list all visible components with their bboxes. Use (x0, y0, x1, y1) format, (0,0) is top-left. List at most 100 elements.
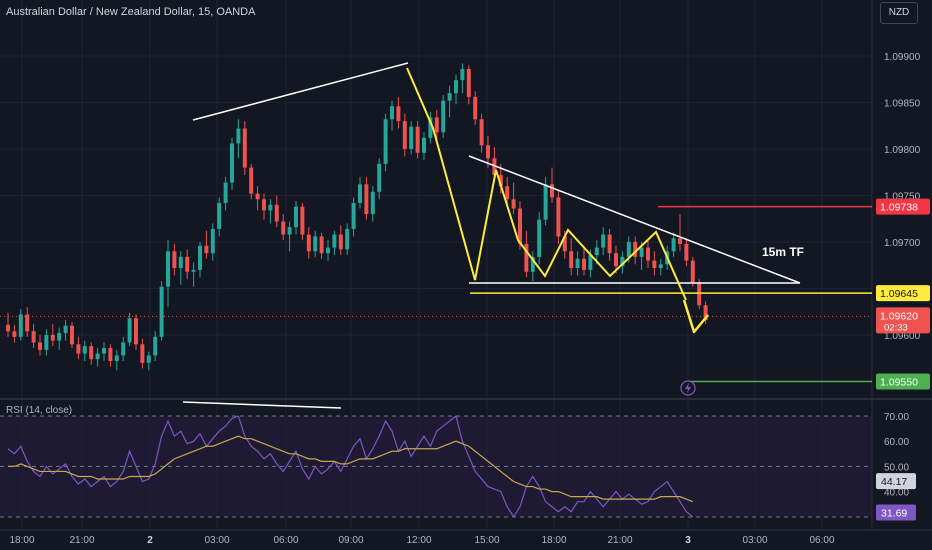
candle-up (358, 184, 362, 203)
candle-up (454, 80, 458, 94)
candle-up (114, 355, 119, 362)
candle-up (146, 355, 151, 363)
candle-up (230, 143, 234, 183)
candle-down (140, 344, 145, 363)
candle-down (249, 167, 254, 194)
zigzag-path (406, 67, 687, 301)
candle-down (12, 331, 17, 337)
candle-up (102, 348, 106, 354)
green-level-tag: 1.09550 (880, 377, 918, 389)
candle-up (332, 234, 337, 248)
candle-down (646, 247, 650, 261)
candle-down (274, 204, 279, 222)
rsi-tick-label: 60.00 (884, 437, 909, 448)
candle-up (236, 128, 241, 144)
candle-down (690, 260, 695, 283)
candle-up (383, 119, 388, 164)
candle-down (633, 242, 638, 257)
candle-up (537, 219, 542, 257)
candle-up (658, 264, 663, 269)
candle-up (594, 247, 599, 256)
candle-up (217, 202, 222, 229)
candle-up (63, 325, 68, 334)
candle-down (652, 260, 657, 269)
candle-up (326, 247, 330, 254)
candle-up (575, 258, 580, 269)
price-tick-label: 1.09700 (884, 238, 921, 249)
time-tick-label: 18:00 (9, 535, 34, 546)
time-tick-label: 12:00 (406, 535, 431, 546)
candle-down (434, 117, 439, 133)
candle-up (294, 206, 298, 228)
red-level-tag-bg (876, 198, 930, 215)
candle-down (562, 236, 567, 252)
candle-up (57, 333, 62, 341)
candle-up (121, 342, 126, 356)
candle-up (191, 269, 196, 272)
time-tick-label: 3 (685, 535, 691, 546)
yellow-level-tag-bg (876, 285, 930, 302)
candle-up (127, 318, 132, 343)
red-level-tag: 1.09738 (880, 202, 918, 214)
time-tick-label: 03:00 (742, 535, 767, 546)
rsi-tag-bg (876, 504, 916, 521)
candle-down (486, 145, 490, 159)
candle-up (95, 353, 100, 360)
timeframe-label: 15m TF (762, 245, 804, 259)
symbol-title: Australian Dollar / New Zealand Dollar, … (6, 6, 256, 18)
rsi-ma-line (8, 435, 694, 503)
time-tick-label: 03:00 (204, 535, 229, 546)
price-tick-label: 1.09900 (884, 52, 921, 63)
candle-down (306, 234, 311, 252)
candle-down (518, 208, 522, 244)
currency-button[interactable]: NZD (880, 2, 918, 24)
price-tick-label: 1.09850 (884, 99, 921, 110)
arrow-down-icon (682, 299, 709, 334)
rsi-tick-label: 50.00 (884, 462, 909, 473)
rsi-ma-tag: 44.17 (881, 476, 907, 488)
price-tick-label: 1.09600 (884, 331, 921, 342)
candle-up (287, 227, 292, 235)
triangle-upper (468, 155, 801, 284)
time-tick-label: 18:00 (541, 535, 566, 546)
candle-up (377, 163, 382, 192)
yellow-level-tag: 1.09645 (880, 288, 918, 300)
candle-down (172, 251, 177, 269)
candle-down (319, 236, 324, 254)
candle-up (588, 255, 593, 270)
time-tick-label: 21:00 (607, 535, 632, 546)
candle-up (639, 247, 644, 257)
candle-down (473, 96, 478, 120)
candle-down (70, 325, 74, 345)
candle-up (390, 106, 394, 120)
candle-up (460, 69, 465, 81)
candle-down (185, 256, 190, 272)
candle-down (511, 199, 516, 209)
candle-up (44, 335, 49, 350)
time-tick-label: 21:00 (69, 535, 94, 546)
candle-up (223, 182, 228, 203)
candle-down (524, 243, 529, 272)
rsi-tag: 31.69 (881, 508, 907, 520)
candle-down (550, 184, 554, 198)
candle-up (626, 242, 631, 257)
trendline-top (192, 62, 409, 121)
candle-down (684, 243, 689, 261)
candle-up (18, 314, 23, 337)
candle-down (242, 128, 247, 168)
candle-down (492, 158, 497, 176)
candle-down (38, 342, 42, 350)
candle-up (345, 228, 350, 250)
time-tick-label: 09:00 (338, 535, 363, 546)
candle-up (351, 202, 356, 229)
candle-down (466, 69, 471, 97)
candle-down (108, 348, 113, 362)
candle-down (498, 175, 503, 187)
green-level-tag-bg (876, 373, 930, 390)
candle-up (601, 234, 606, 248)
candle-down (569, 251, 574, 269)
candle-up (198, 245, 202, 270)
time-tick-label: 06:00 (273, 535, 298, 546)
rsi-title: RSI (14, close) (6, 405, 73, 416)
